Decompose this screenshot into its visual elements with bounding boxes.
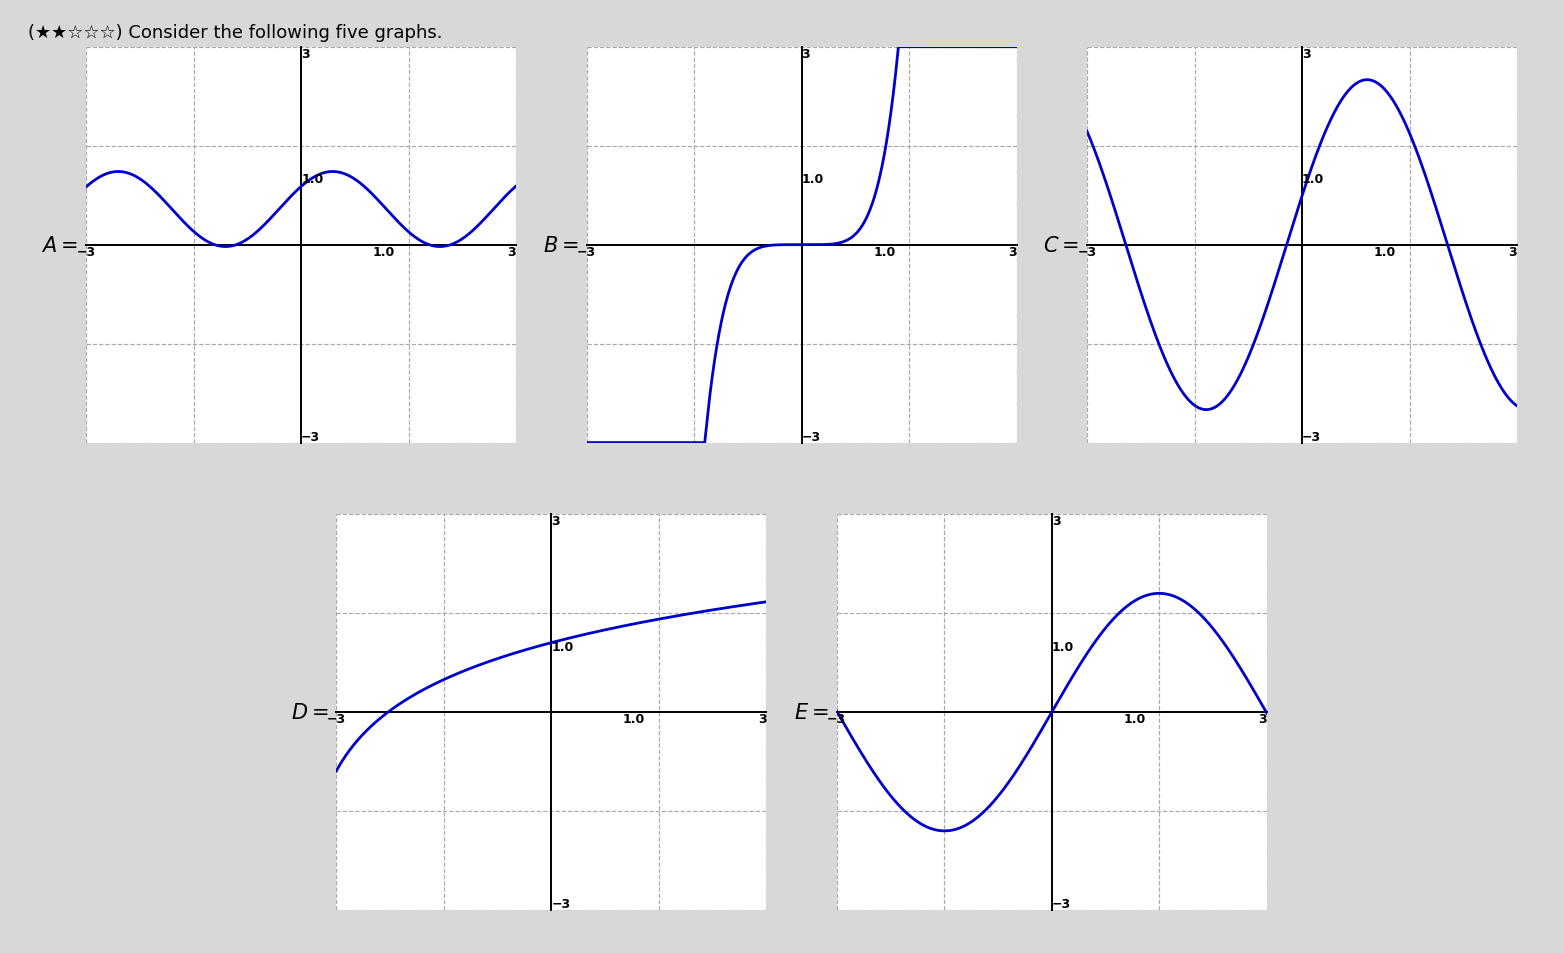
Text: 3: 3: [1508, 246, 1517, 258]
Text: 3: 3: [1007, 246, 1017, 258]
Text: 3: 3: [1257, 713, 1267, 725]
Text: 1.0: 1.0: [372, 246, 396, 258]
Text: 1.0: 1.0: [1301, 173, 1325, 186]
Text: 1.0: 1.0: [300, 173, 324, 186]
Text: −3: −3: [577, 246, 596, 258]
Text: 3: 3: [1301, 48, 1311, 61]
Text: $D =$: $D =$: [291, 702, 328, 722]
Text: 1.0: 1.0: [1373, 246, 1397, 258]
Text: −3: −3: [827, 713, 846, 725]
Text: 3: 3: [300, 48, 310, 61]
Text: −3: −3: [327, 713, 346, 725]
Text: $C =$: $C =$: [1043, 235, 1079, 255]
Text: 3: 3: [1051, 515, 1060, 528]
Text: $E =$: $E =$: [795, 702, 829, 722]
Text: −3: −3: [1301, 430, 1322, 443]
Text: (★★☆☆☆) Consider the following five graphs.: (★★☆☆☆) Consider the following five grap…: [28, 24, 443, 42]
Text: 3: 3: [551, 515, 560, 528]
Text: −3: −3: [77, 246, 95, 258]
Text: 1.0: 1.0: [873, 246, 896, 258]
Text: $A =$: $A =$: [41, 235, 78, 255]
Text: −3: −3: [300, 430, 321, 443]
Text: −3: −3: [551, 897, 571, 910]
Text: −3: −3: [802, 430, 821, 443]
Text: 3: 3: [757, 713, 766, 725]
Text: $B =$: $B =$: [543, 235, 579, 255]
Text: 3: 3: [507, 246, 516, 258]
Text: 1.0: 1.0: [551, 640, 574, 653]
Text: −3: −3: [1078, 246, 1096, 258]
Text: −3: −3: [1051, 897, 1071, 910]
Text: 3: 3: [802, 48, 810, 61]
Text: 1.0: 1.0: [1123, 713, 1146, 725]
Text: 1.0: 1.0: [802, 173, 824, 186]
Text: 1.0: 1.0: [622, 713, 646, 725]
Text: 1.0: 1.0: [1051, 640, 1074, 653]
